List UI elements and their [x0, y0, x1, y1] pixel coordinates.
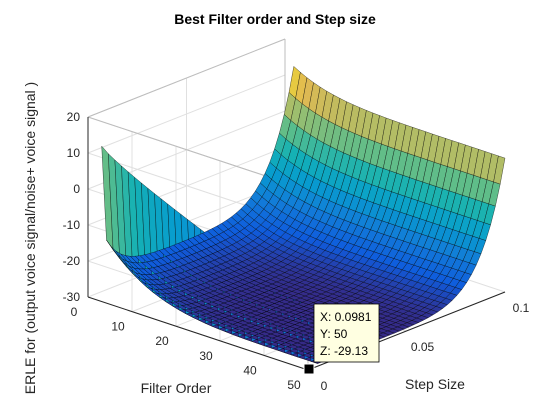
- x-axis-label: Filter Order: [141, 380, 212, 396]
- x-axis-line: [87, 296, 309, 371]
- chart-title: Best Filter order and Step size: [174, 11, 376, 27]
- z-tick-label: -30: [63, 290, 81, 304]
- z-tick-label: -20: [63, 254, 81, 268]
- x-tick-label: 40: [243, 363, 257, 377]
- y-tick-label: 0.1: [513, 301, 530, 315]
- z-tick-label: 0: [73, 182, 80, 196]
- y-tick-label: 0.05: [411, 340, 435, 354]
- y-tick-label: 0: [321, 379, 328, 393]
- tick-labels: 0 10 20 30 40 50 0 0.05 0.1 20 10 0 -10 -20 -30: [63, 110, 530, 393]
- z-tick-label: 20: [67, 110, 81, 124]
- data-tip-box: [313, 303, 380, 363]
- z-tick-label: -10: [63, 218, 81, 232]
- data-tip-z: Z: -29.13: [320, 344, 368, 358]
- data-tip-marker[interactable]: [303, 363, 315, 375]
- x-tick-label: 50: [287, 378, 301, 392]
- x-tick-label: 20: [155, 334, 169, 348]
- x-tick-label: 30: [199, 349, 213, 363]
- z-axis-label: ERLE for (output voice signal/noise+ voi…: [22, 82, 38, 394]
- x-tick-label: 0: [71, 305, 78, 319]
- data-tip-y: Y: 50: [320, 327, 348, 341]
- surface[interactable]: [101, 65, 506, 364]
- box-edge: [87, 38, 286, 118]
- y-axis-label: Step Size: [405, 376, 465, 392]
- surface-patch: [493, 155, 506, 185]
- data-tip-x: X: 0.0981: [320, 310, 372, 324]
- data-tip[interactable]: X: 0.0981 Y: 50 Z: -29.13: [303, 303, 380, 375]
- x-tick-label: 10: [111, 320, 125, 334]
- z-tick-label: 10: [67, 146, 81, 160]
